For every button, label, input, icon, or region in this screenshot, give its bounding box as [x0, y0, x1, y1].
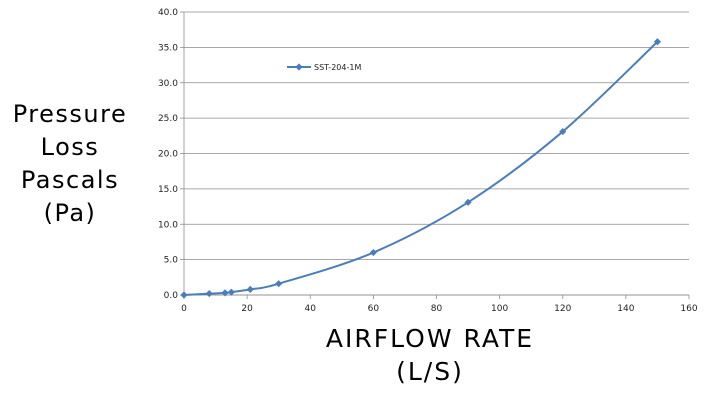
y-tick-label: 0.0 — [164, 291, 179, 301]
legend-marker — [295, 63, 303, 71]
x-tick-label: 60 — [368, 304, 380, 314]
y-tick-label: 25.0 — [158, 114, 178, 124]
series-line — [183, 40, 659, 296]
y-tick-label: 10.0 — [158, 220, 178, 230]
y-axis-title-line-1: Pressure — [12, 100, 128, 128]
y-tick-label: 20.0 — [158, 150, 178, 160]
y-axis-title-line-3: Pascals — [20, 166, 120, 194]
legend: SST-204-1M — [287, 63, 361, 72]
x-tick-label: 160 — [680, 304, 697, 314]
y-axis-title: Pressure Loss Pascals (Pa) — [4, 98, 136, 230]
x-tick-label: 120 — [554, 304, 571, 314]
data-point-marker — [205, 289, 213, 298]
data-point-marker — [559, 127, 567, 136]
axes — [180, 11, 690, 299]
x-tick-label: 40 — [305, 304, 317, 314]
x-axis-title: AIRFLOW RATE (L/S) — [300, 322, 560, 388]
data-point-marker — [227, 288, 235, 296]
data-point-marker — [653, 38, 662, 46]
data-point-marker — [275, 280, 283, 288]
y-axis-title-line-4: (Pa) — [43, 199, 97, 227]
y-tick-label: 5.0 — [164, 256, 179, 266]
data-point-marker — [464, 198, 472, 206]
y-tick-label: 15.0 — [158, 185, 178, 195]
x-axis-title-line-2: (L/S) — [396, 357, 464, 386]
y-tick-label: 35.0 — [158, 43, 178, 53]
x-tick-label: 20 — [241, 304, 253, 314]
data-point-marker — [369, 248, 377, 257]
gridlines — [184, 11, 689, 296]
data-point-marker — [246, 285, 254, 293]
data-point-marker — [180, 291, 188, 299]
legend-label: SST-204-1M — [314, 63, 361, 72]
data-point-marker — [221, 289, 229, 297]
x-tick-label: 140 — [617, 304, 634, 314]
x-tick-label: 100 — [491, 304, 508, 314]
x-tick-label: 80 — [431, 304, 443, 314]
y-tick-label: 30.0 — [158, 79, 178, 89]
y-tick-label: 40.0 — [158, 8, 178, 18]
x-axis-title-line-1: AIRFLOW RATE — [325, 324, 535, 353]
x-tick-label: 0 — [181, 304, 187, 314]
data-series — [180, 38, 662, 299]
y-axis-title-line-2: Loss — [40, 133, 100, 161]
tick-labels: 0.0 5.0 10.0 15.0 20.0 25.0 30.0 35.0 40.0 0 20 40 6… — [158, 8, 698, 314]
